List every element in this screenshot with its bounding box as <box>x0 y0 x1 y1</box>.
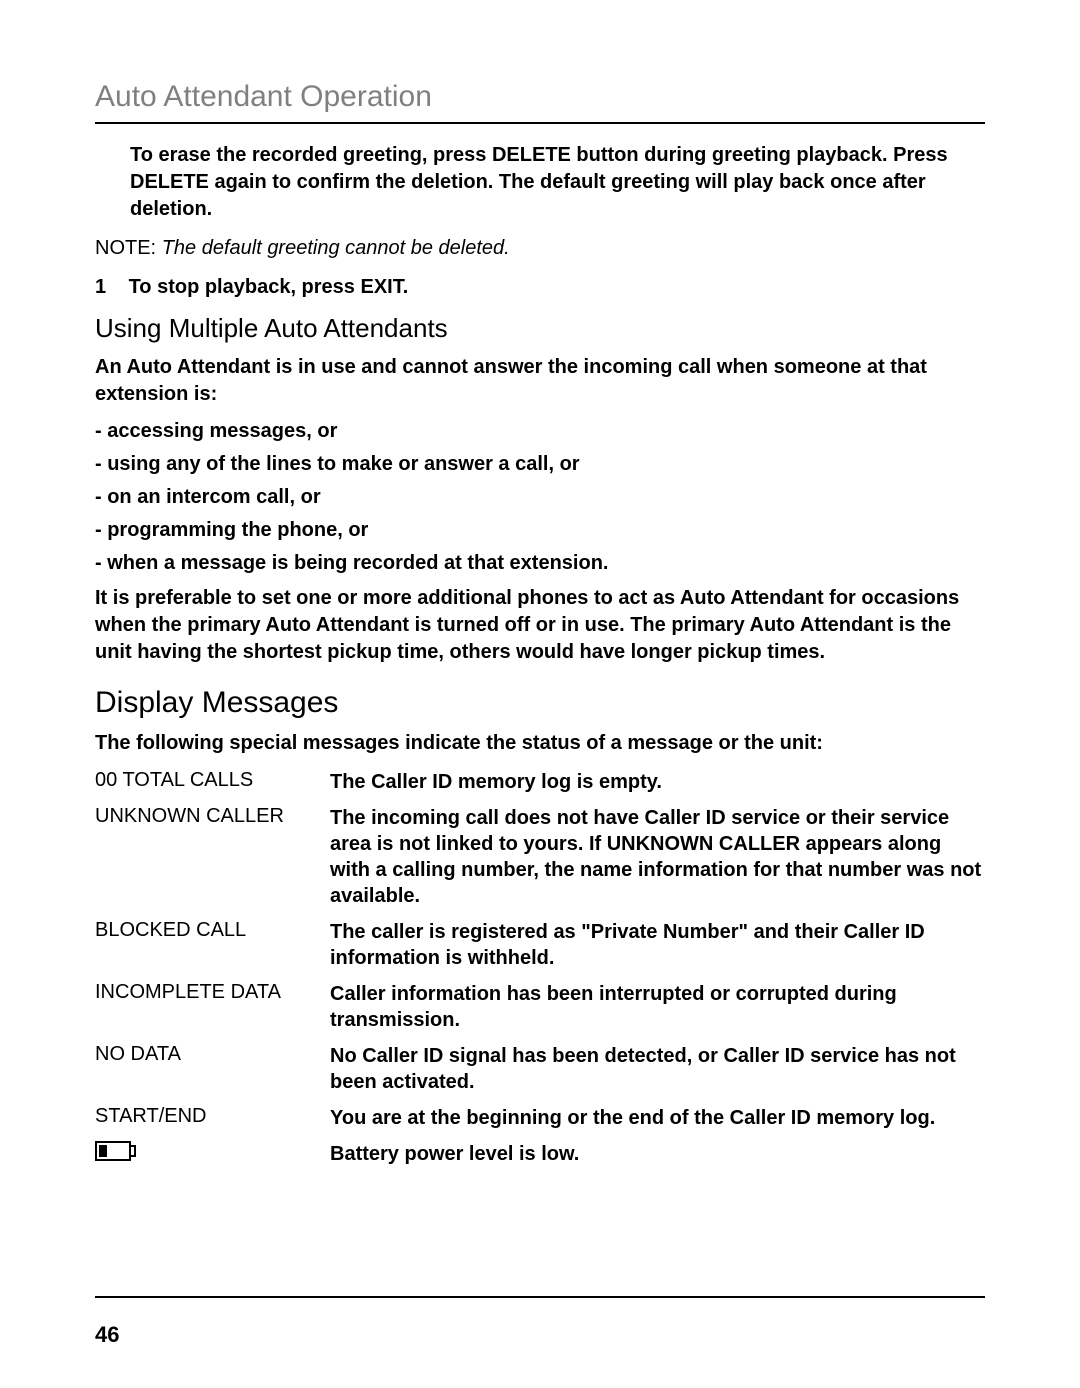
table-row: START/END You are at the beginning or th… <box>95 1105 985 1131</box>
msg-desc: The incoming call does not have Caller I… <box>330 805 985 909</box>
display-intro: The following special messages indicate … <box>95 730 985 757</box>
msg-label-incomplete-data: INCOMPLETE DATA <box>95 981 330 1004</box>
msg-label-blocked-call: BLOCKED CALL <box>95 919 330 942</box>
msg-label-total-calls: 00 TOTAL CALLS <box>95 769 330 792</box>
table-row: Battery power level is low. <box>95 1141 985 1167</box>
step-text: To stop playback, press EXIT. <box>129 276 409 298</box>
msg-label-no-data: NO DATA <box>95 1043 330 1066</box>
table-row: BLOCKED CALL The caller is registered as… <box>95 919 985 971</box>
bullet-0: - accessing messages, or <box>95 420 985 443</box>
table-row: INCOMPLETE DATA Caller information has b… <box>95 981 985 1033</box>
table-row: NO DATA No Caller ID signal has been det… <box>95 1043 985 1095</box>
bullet-4: - when a message is being recorded at th… <box>95 552 985 575</box>
page-number: 46 <box>95 1322 119 1348</box>
note-label: NOTE: <box>95 237 156 259</box>
table-row: 00 TOTAL CALLS The Caller ID memory log … <box>95 769 985 795</box>
erase-instruction: To erase the recorded greeting, press DE… <box>130 142 985 223</box>
battery-low-icon <box>95 1141 137 1167</box>
multi-conclusion: It is preferable to set one or more addi… <box>95 585 985 666</box>
table-row: UNKNOWN CALLER The incoming call does no… <box>95 805 985 909</box>
step-1: 1 To stop playback, press EXIT. <box>95 276 985 299</box>
display-messages-title: Display Messages <box>95 686 985 720</box>
section-title: Auto Attendant Operation <box>95 80 985 114</box>
bullet-1: - using any of the lines to make or answ… <box>95 453 985 476</box>
multi-attendants-title: Using Multiple Auto Attendants <box>95 313 985 344</box>
header-rule <box>95 122 985 124</box>
footer-rule <box>95 1296 985 1298</box>
note-text: The default greeting cannot be deleted. <box>162 237 510 259</box>
msg-desc: Caller information has been interrupted … <box>330 981 985 1033</box>
msg-label-battery <box>95 1141 330 1167</box>
note-line: NOTE: The default greeting cannot be del… <box>95 237 985 260</box>
msg-desc: You are at the beginning or the end of t… <box>330 1105 985 1131</box>
message-table: 00 TOTAL CALLS The Caller ID memory log … <box>95 769 985 1167</box>
msg-label-unknown-caller: UNKNOWN CALLER <box>95 805 330 828</box>
multi-intro: An Auto Attendant is in use and cannot a… <box>95 354 985 408</box>
msg-desc: No Caller ID signal has been detected, o… <box>330 1043 985 1095</box>
step-number: 1 <box>95 276 123 299</box>
msg-desc: Battery power level is low. <box>330 1141 985 1167</box>
msg-desc: The Caller ID memory log is empty. <box>330 769 985 795</box>
msg-label-start-end: START/END <box>95 1105 330 1128</box>
msg-desc: The caller is registered as "Private Num… <box>330 919 985 971</box>
bullet-2: - on an intercom call, or <box>95 486 985 509</box>
bullet-3: - programming the phone, or <box>95 519 985 542</box>
